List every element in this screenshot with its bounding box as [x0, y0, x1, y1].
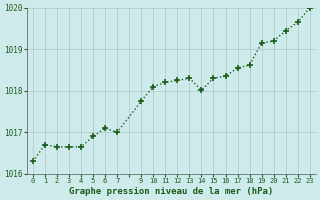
X-axis label: Graphe pression niveau de la mer (hPa): Graphe pression niveau de la mer (hPa) [69, 187, 274, 196]
